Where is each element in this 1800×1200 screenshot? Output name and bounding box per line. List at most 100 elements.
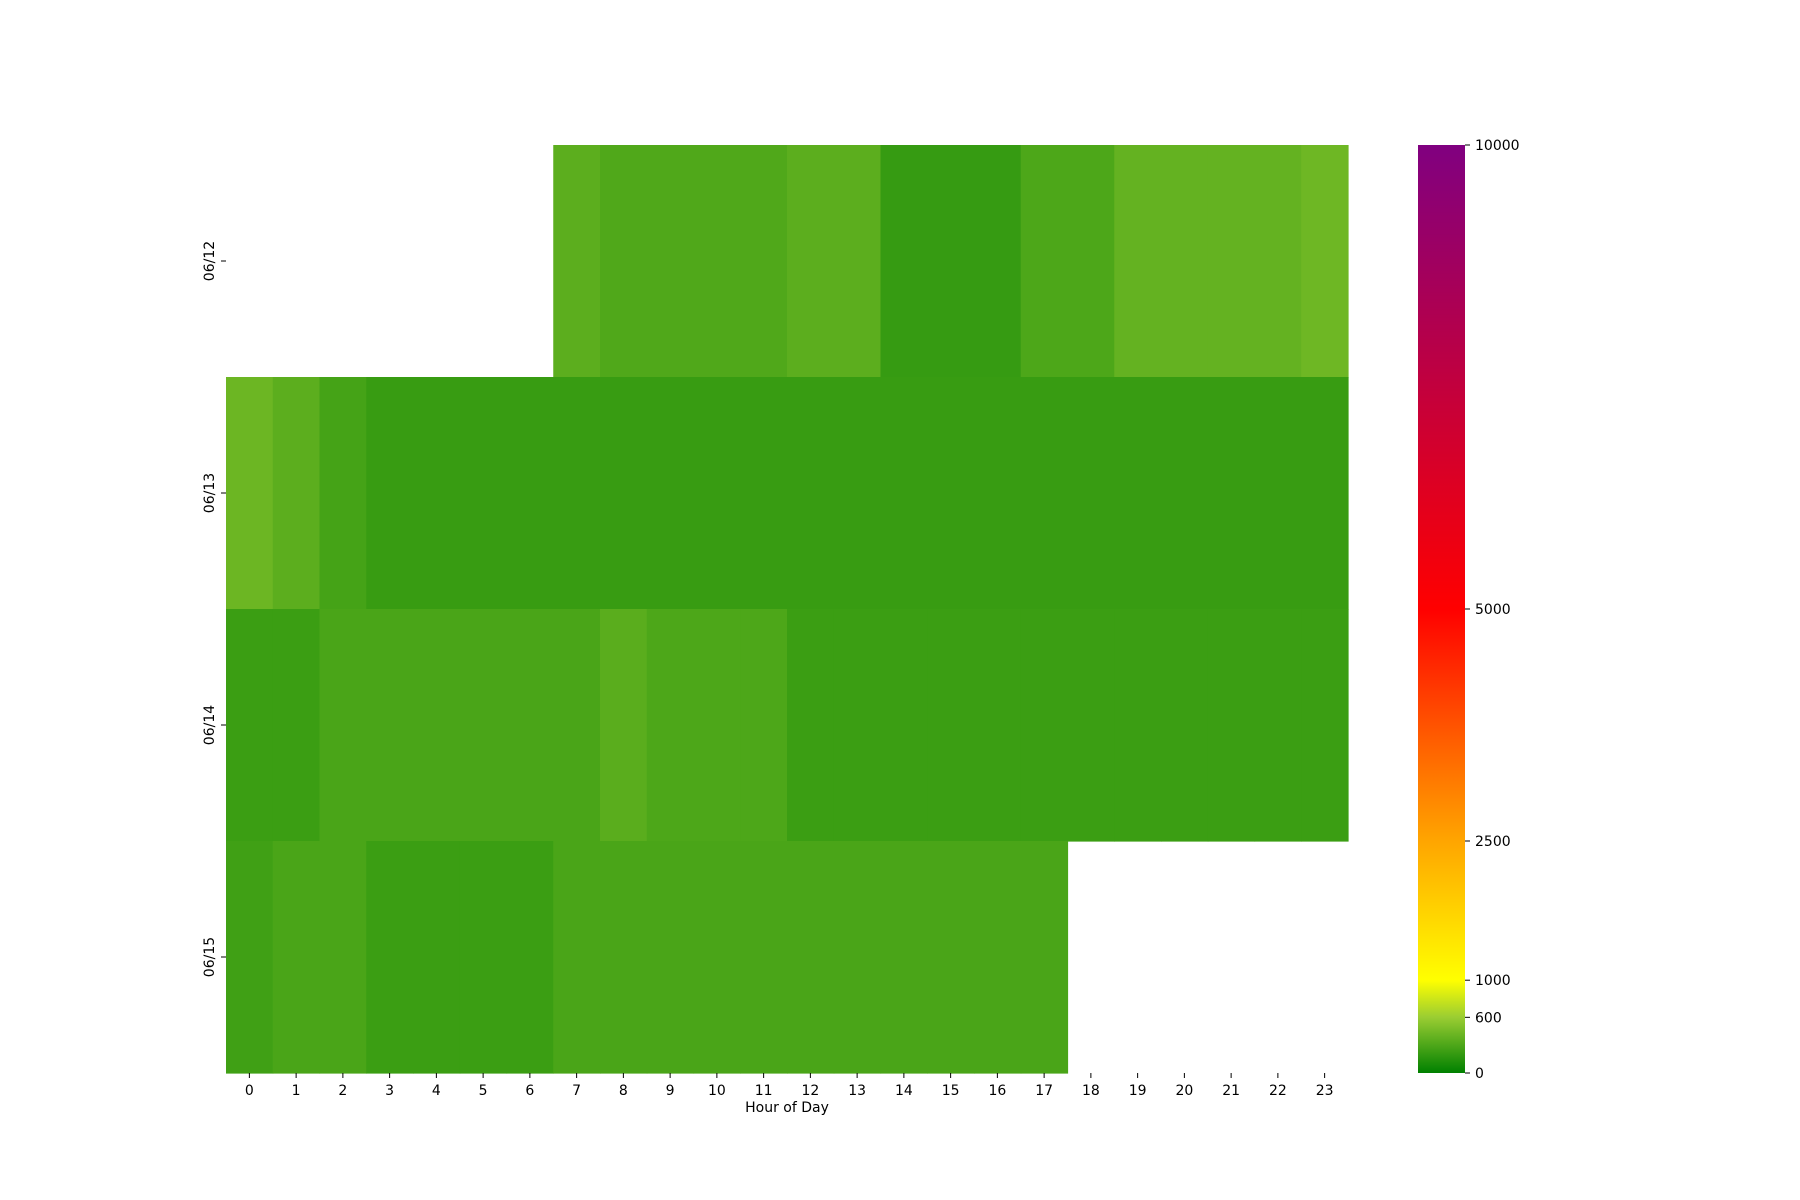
heatmap-cell (506, 609, 554, 842)
heatmap-cell (693, 841, 741, 1074)
x-tick-label: 7 (572, 1083, 581, 1099)
heatmap-cell (366, 841, 414, 1074)
heatmap-cell (880, 377, 928, 610)
heatmap-cell (600, 145, 648, 378)
y-tick-label: 06/15 (202, 937, 218, 977)
x-tick-label: 3 (385, 1083, 394, 1099)
colorbar-ticks: 0 600 1000 2500 5000 10000 (1465, 138, 1520, 1082)
heatmap-cell (1020, 145, 1069, 378)
heatmap-cell (459, 609, 508, 842)
heatmap-cell (1301, 609, 1349, 842)
x-tick-label: 11 (755, 1083, 773, 1099)
x-tick-label: 21 (1222, 1083, 1240, 1099)
heatmap-cell (740, 609, 788, 842)
heatmap-cell (1254, 609, 1302, 842)
x-tick-label: 8 (619, 1083, 628, 1099)
heatmap-cell (646, 841, 695, 1074)
x-tick-label: 12 (801, 1083, 819, 1099)
heatmap-cell (553, 377, 601, 610)
heatmap-cell (1254, 377, 1302, 610)
heatmap-cell (413, 377, 461, 610)
x-tick-label: 17 (1035, 1083, 1053, 1099)
heatmap-cell (740, 377, 788, 610)
heatmap-cells (226, 145, 1349, 1074)
heatmap-cell (226, 377, 274, 610)
x-tick-label: 10 (708, 1083, 726, 1099)
heatmap-cell (600, 377, 648, 610)
heatmap-cell (226, 609, 274, 842)
heatmap-cell (1207, 609, 1256, 842)
colorbar-tick-label: 10000 (1475, 138, 1520, 154)
heatmap-cell (1254, 145, 1302, 378)
heatmap-cell (740, 145, 788, 378)
heatmap-cell (1020, 377, 1069, 610)
heatmap-cell (646, 145, 695, 378)
heatmap-cell (1067, 609, 1115, 842)
heatmap-cell (319, 609, 367, 842)
y-tick-label: 06/12 (202, 241, 218, 281)
heatmap-cell (366, 377, 414, 610)
x-tick-label: 4 (432, 1083, 441, 1099)
heatmap-cell (693, 609, 741, 842)
heatmap-cell (927, 841, 975, 1074)
heatmap-cell (787, 609, 835, 842)
heatmap-cell (833, 377, 882, 610)
heatmap-cell (553, 145, 601, 378)
heatmap-cell (1207, 145, 1256, 378)
heatmap-cell (927, 145, 975, 378)
heatmap-cell (1020, 609, 1069, 842)
heatmap-cell (974, 145, 1022, 378)
heatmap-cell (880, 145, 928, 378)
heatmap-cell (413, 841, 461, 1074)
heatmap-cell (880, 841, 928, 1074)
heatmap-cell (1067, 377, 1115, 610)
x-tick-label: 22 (1269, 1083, 1287, 1099)
colorbar (1418, 145, 1465, 1073)
heatmap-cell (974, 377, 1022, 610)
heatmap-cell (1114, 377, 1162, 610)
heatmap-cell (1020, 841, 1069, 1074)
heatmap-cell (1067, 145, 1115, 378)
heatmap-cell (833, 145, 882, 378)
heatmap-cell (1161, 609, 1209, 842)
heatmap-cell (226, 841, 274, 1074)
x-axis: 0 1 2 3 4 5 6 7 8 9 10 11 12 13 14 15 16 17 18 19 20 21 22 23 (245, 1073, 1334, 1099)
colorbar-tick-label: 5000 (1475, 602, 1511, 618)
heatmap-cell (787, 841, 835, 1074)
heatmap-cell (272, 377, 321, 610)
heatmap-cell (1207, 377, 1256, 610)
heatmap-cell (319, 377, 367, 610)
heatmap-cell (1161, 377, 1209, 610)
x-tick-label: 2 (338, 1083, 347, 1099)
heatmap-cell (833, 841, 882, 1074)
y-tick-label: 06/14 (202, 705, 218, 745)
heatmap-cell (459, 841, 508, 1074)
heatmap-cell (553, 609, 601, 842)
heatmap-cell (553, 841, 601, 1074)
y-axis: 06/12 06/13 06/14 06/15 (202, 241, 226, 977)
x-tick-label: 14 (895, 1083, 913, 1099)
heatmap-cell (459, 377, 508, 610)
heatmap-cell (927, 377, 975, 610)
x-tick-label: 5 (479, 1083, 488, 1099)
colorbar-tick-label: 600 (1475, 1010, 1502, 1026)
heatmap-cell (1114, 145, 1162, 378)
heatmap-cell (1114, 609, 1162, 842)
heatmap-cell (1301, 145, 1349, 378)
heatmap-cell (1161, 145, 1209, 378)
x-tick-label: 16 (988, 1083, 1006, 1099)
x-tick-label: 0 (245, 1083, 254, 1099)
heatmap-cell (787, 145, 835, 378)
x-tick-label: 19 (1129, 1083, 1147, 1099)
heatmap-cell (880, 609, 928, 842)
heatmap-cell (646, 609, 695, 842)
x-tick-label: 18 (1082, 1083, 1100, 1099)
heatmap-cell (600, 609, 648, 842)
heatmap-cell (1301, 377, 1349, 610)
heatmap-cell (506, 377, 554, 610)
x-tick-label: 6 (525, 1083, 534, 1099)
heatmap-cell (693, 377, 741, 610)
x-tick-label: 13 (848, 1083, 866, 1099)
x-tick-label: 9 (666, 1083, 675, 1099)
